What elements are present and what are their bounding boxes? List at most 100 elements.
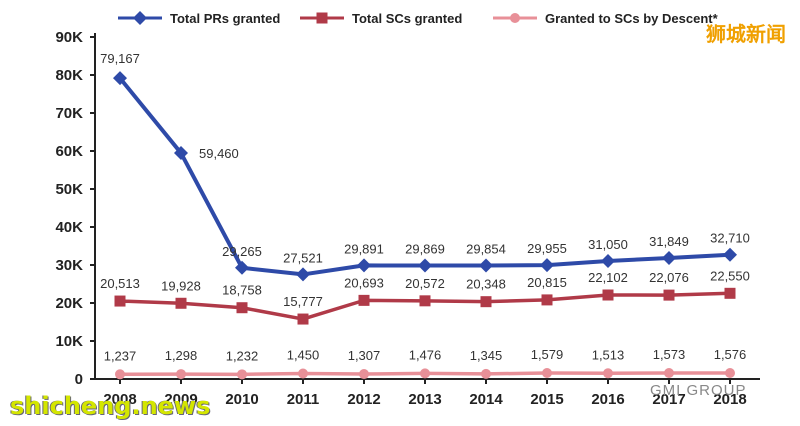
y-tick-label: 80K — [55, 67, 83, 84]
data-label: 1,573 — [653, 347, 686, 362]
data-point — [174, 146, 188, 161]
watermark-cn: 狮城新闻 — [706, 22, 786, 46]
legend: Total PRs granted Total SCs granted Grante… — [118, 11, 719, 26]
data-point — [663, 289, 675, 301]
data-label: 22,550 — [710, 268, 750, 283]
watermark-group: GMI GROUP — [650, 382, 747, 399]
data-point — [724, 287, 736, 299]
y-tick-label: 50K — [55, 181, 83, 198]
data-label: 1,579 — [531, 347, 564, 362]
data-label: 1,298 — [165, 348, 198, 363]
data-point — [601, 254, 615, 269]
data-label: 1,576 — [714, 347, 747, 362]
data-label: 20,513 — [100, 276, 140, 291]
data-label: 1,232 — [226, 348, 259, 363]
data-point — [113, 71, 127, 86]
data-point — [602, 289, 614, 301]
legend-marker — [510, 13, 520, 23]
x-tick-label: 2017 — [652, 391, 685, 408]
data-label: 59,460 — [199, 146, 239, 161]
data-label: 29,854 — [466, 242, 506, 257]
data-labels: 79,167 59,460 29,265 27,521 29,891 29,869 29,8… — [100, 51, 750, 363]
data-label: 22,102 — [588, 270, 628, 285]
axes: 0 10K 20K 30K 40K 50K 60K 70K 80K 90K 2008 2009 2010… — [55, 29, 760, 408]
data-point — [541, 294, 553, 306]
data-label: 15,777 — [283, 294, 323, 309]
x-tick-label: 2014 — [469, 391, 503, 408]
data-point — [358, 294, 370, 306]
data-label: 31,849 — [649, 234, 689, 249]
data-point — [662, 250, 676, 265]
data-label: 29,869 — [405, 241, 445, 256]
data-label: 1,345 — [470, 348, 503, 363]
data-point — [420, 368, 430, 379]
data-label: 79,167 — [100, 51, 140, 66]
series-group — [113, 71, 737, 380]
legend-label: Granted to SCs by Descent* — [545, 11, 719, 26]
data-point — [176, 369, 186, 380]
data-point — [359, 369, 369, 380]
data-label: 20,693 — [344, 275, 384, 290]
y-tick-label: 10K — [55, 333, 83, 350]
data-label: 1,307 — [348, 348, 381, 363]
x-tick-label: 2018 — [713, 391, 746, 408]
data-point — [236, 302, 248, 314]
data-label: 22,076 — [649, 270, 689, 285]
data-point — [296, 267, 310, 282]
data-label: 1,513 — [592, 347, 625, 362]
data-point — [298, 368, 308, 379]
data-point — [603, 368, 613, 379]
x-tick-label: 2008 — [103, 391, 136, 408]
x-tick-label: 2013 — [408, 391, 441, 408]
data-point — [542, 367, 552, 378]
x-tick-label: 2011 — [287, 391, 320, 408]
data-label: 29,955 — [527, 241, 567, 256]
data-point — [419, 295, 431, 307]
data-point — [723, 247, 737, 262]
legend-marker — [316, 12, 328, 24]
data-point — [235, 260, 249, 275]
y-tick-label: 40K — [55, 219, 83, 236]
data-point — [664, 368, 674, 379]
data-label: 32,710 — [710, 231, 750, 246]
data-label: 20,348 — [466, 277, 506, 292]
data-label: 20,572 — [405, 276, 445, 291]
data-point — [237, 369, 247, 380]
data-label: 18,758 — [222, 283, 262, 298]
x-tick-label: 2009 — [164, 391, 197, 408]
data-label: 19,928 — [161, 278, 201, 293]
legend-marker — [133, 11, 147, 25]
data-point — [115, 369, 125, 380]
y-tick-label: 70K — [55, 105, 83, 122]
y-tick-label: 60K — [55, 143, 83, 160]
legend-label: Total SCs granted — [352, 11, 462, 26]
data-point — [357, 258, 371, 273]
data-label: 29,265 — [222, 244, 262, 259]
x-tick-label: 2015 — [530, 391, 563, 408]
data-label: 1,450 — [287, 347, 320, 362]
data-point — [481, 368, 491, 379]
data-point — [175, 297, 187, 309]
data-point — [479, 258, 493, 273]
x-tick-label: 2012 — [347, 391, 380, 408]
data-point — [114, 295, 126, 307]
watermark-site: shicheng.news — [10, 392, 211, 420]
data-point — [297, 313, 309, 325]
data-point — [540, 258, 554, 273]
data-label: 27,521 — [283, 250, 323, 265]
y-tick-label: 0 — [75, 371, 83, 388]
data-point — [725, 368, 735, 379]
data-label: 29,891 — [344, 241, 384, 256]
y-tick-label: 90K — [55, 29, 83, 46]
legend-label: Total PRs granted — [170, 11, 280, 26]
data-point — [480, 296, 492, 308]
data-label: 1,476 — [409, 347, 442, 362]
data-label: 20,815 — [527, 275, 567, 290]
y-tick-label: 30K — [55, 257, 83, 274]
data-label: 1,237 — [104, 348, 137, 363]
data-point — [418, 258, 432, 273]
y-tick-label: 20K — [55, 295, 83, 312]
x-tick-label: 2016 — [591, 391, 624, 408]
x-tick-label: 2010 — [225, 391, 258, 408]
